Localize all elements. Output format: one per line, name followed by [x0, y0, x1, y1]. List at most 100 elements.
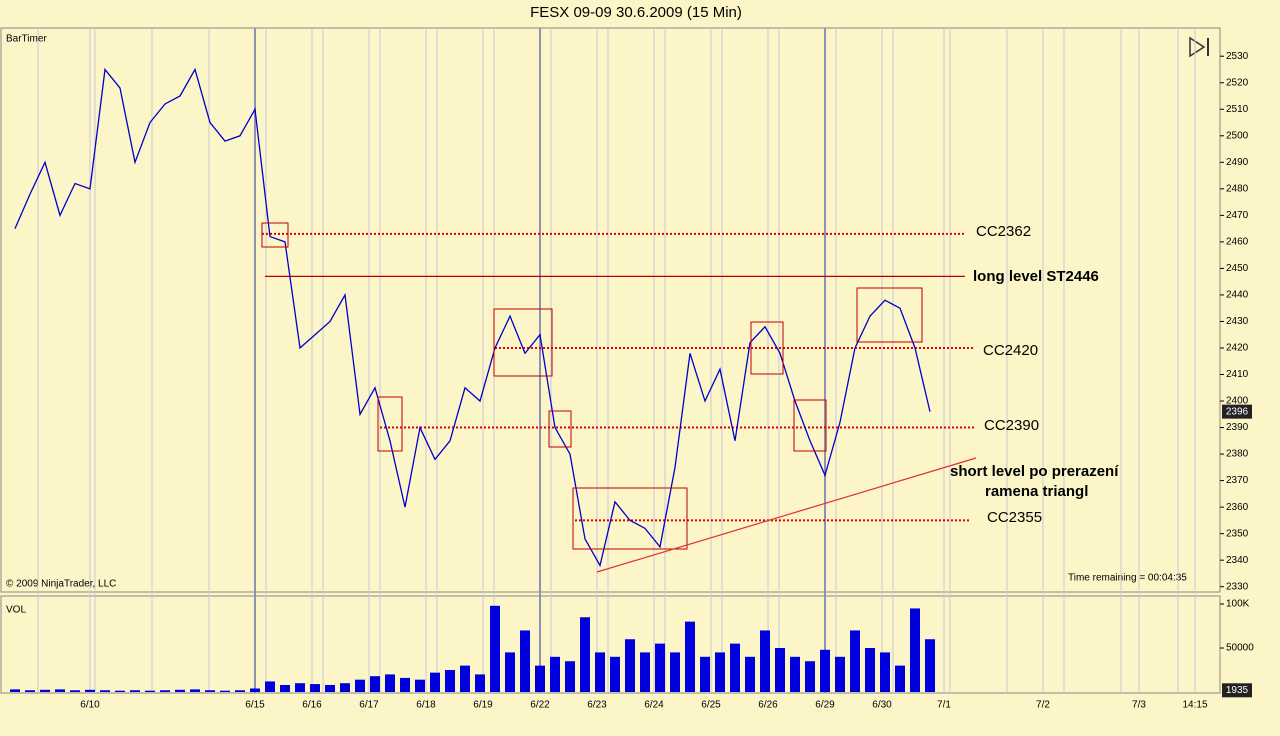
volume-bar [400, 677, 410, 692]
volume-bar [685, 621, 695, 692]
play-button[interactable] [1189, 36, 1209, 58]
x-tick-label: 6/30 [872, 700, 892, 711]
y-tick-label: 2500 [1226, 130, 1249, 141]
y-tick-label: 2460 [1226, 237, 1249, 248]
volume-bar [880, 652, 890, 692]
x-tick-label: 6/24 [644, 700, 664, 711]
box [572, 487, 688, 550]
price-panel [0, 27, 1221, 593]
y-tick-label: 2530 [1226, 51, 1249, 62]
volume-bar [415, 679, 425, 692]
volume-bar [295, 683, 305, 692]
volume-bar [550, 656, 560, 692]
y-tick-label: 2420 [1226, 343, 1249, 354]
play-icon[interactable] [1189, 36, 1206, 58]
y-tick-label: 2510 [1226, 104, 1249, 115]
volume-bar [865, 648, 875, 692]
x-tick-label: 6/26 [758, 700, 778, 711]
x-tick-label: 6/25 [701, 700, 721, 711]
volume-bar [790, 656, 800, 692]
volume-bar [895, 665, 905, 692]
volume-bar [40, 689, 50, 692]
volume-bar [760, 630, 770, 692]
volume-bar [910, 608, 920, 692]
y-tick-label: 2360 [1226, 502, 1249, 513]
volume-panel [0, 595, 1221, 694]
timer: Time remaining = 00:04:35 [1068, 573, 1187, 584]
volume-bar [565, 661, 575, 692]
volume-bar [190, 689, 200, 692]
volume-bar [430, 672, 440, 692]
volume-bar [445, 670, 455, 692]
volume-bar [340, 683, 350, 692]
volume-bar [715, 652, 725, 692]
last-label: 1935 [1226, 685, 1249, 696]
x-tick-label: 6/15 [245, 700, 265, 711]
last-label: 2396 [1226, 406, 1249, 417]
y-tick-label: 2390 [1226, 422, 1249, 433]
volume-bar [55, 689, 65, 692]
y-tick-label: 2350 [1226, 528, 1249, 539]
volume-bar [835, 656, 845, 692]
volume-bar [25, 690, 35, 692]
annotation: short level po prerazení [950, 463, 1119, 480]
volume-bar [280, 684, 290, 692]
volume-bar [370, 676, 380, 692]
box [750, 321, 784, 375]
price-line [14, 67, 931, 568]
volume-bar [625, 639, 635, 692]
volume-bar [10, 689, 20, 692]
volume-bar [385, 674, 395, 692]
volume-bar [700, 656, 710, 692]
y-tick-label: 2430 [1226, 316, 1249, 327]
last-marker [1222, 404, 1252, 419]
volume-bar [310, 684, 320, 692]
y-tick-label: 2520 [1226, 77, 1249, 88]
volume-bar [265, 681, 275, 692]
volume-bar [775, 648, 785, 692]
volume-bar [640, 652, 650, 692]
level-label: CC2390 [984, 417, 1039, 434]
volume-bar [250, 688, 260, 692]
y-tick-label: 2330 [1226, 581, 1249, 592]
volume-bar [490, 605, 500, 692]
volume-bar [235, 690, 245, 692]
y-tick-label: 2450 [1226, 263, 1249, 274]
level-label: CC2420 [983, 342, 1038, 359]
volume-bar [130, 690, 140, 692]
level-label: long level ST2446 [973, 268, 1099, 285]
volume-bar [595, 652, 605, 692]
chart-title: FESX 09-09 30.6.2009 (15 Min) [530, 4, 742, 21]
volume-title: VOL [6, 605, 26, 616]
box [261, 222, 289, 248]
volume-bar [205, 690, 215, 692]
x-tick-label: 6/10 [80, 700, 100, 711]
x-tick-label: 14:15 [1182, 700, 1207, 711]
volume-bar [100, 690, 110, 692]
y-tick-label: 2470 [1226, 210, 1249, 221]
boxes [261, 222, 923, 550]
box [493, 308, 553, 377]
volume-bar [325, 684, 335, 692]
y-tick-label: 2380 [1226, 449, 1249, 460]
volume-bar [160, 690, 170, 692]
y-tick-label: 2400 [1226, 396, 1249, 407]
volume-bar [670, 652, 680, 692]
trend-line [596, 457, 977, 573]
x-tick-label: 7/2 [1036, 700, 1050, 711]
box [377, 396, 403, 452]
x-tick-label: 6/22 [530, 700, 550, 711]
box [548, 410, 572, 448]
volume-bar [520, 630, 530, 692]
x-tick-label: 6/17 [359, 700, 379, 711]
level-label: CC2362 [976, 223, 1031, 240]
volume-bar [145, 690, 155, 692]
y-tick-label: 100K [1226, 599, 1250, 610]
volume-bar [850, 630, 860, 692]
x-tick-label: 7/1 [937, 700, 951, 711]
y-tick-label: 2370 [1226, 475, 1249, 486]
y-tick-label: 2410 [1226, 369, 1249, 380]
x-tick-label: 6/23 [587, 700, 607, 711]
y-tick-label: 2440 [1226, 290, 1249, 301]
